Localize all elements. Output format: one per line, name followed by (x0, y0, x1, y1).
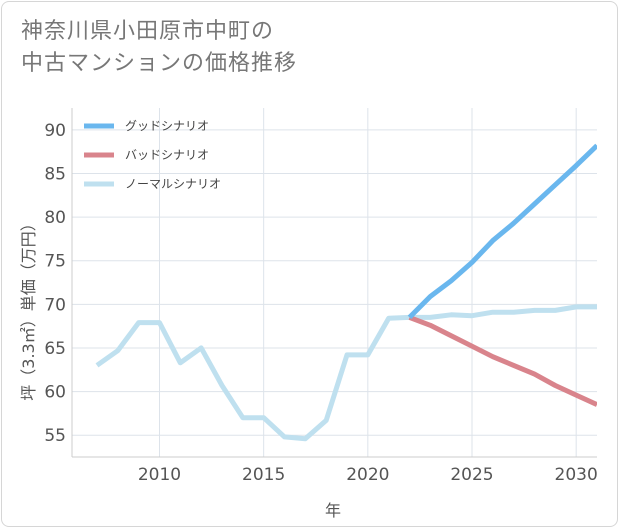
grid-lines (72, 108, 597, 457)
legend-label-normal: ノーマルシナリオ (125, 177, 221, 191)
series-line-bad (408, 315, 597, 407)
series-line-normal (95, 304, 597, 442)
x-axis-ticks: 2010 2015 2020 2025 2030 (138, 465, 598, 485)
data-series (95, 143, 597, 442)
y-tick-label: 55 (44, 426, 66, 446)
y-axis-ticks: 55 60 65 70 75 80 85 90 (44, 121, 66, 446)
chart-title-line-2: 中古マンションの価格推移 (21, 51, 298, 76)
x-tick-label: 2020 (346, 465, 389, 485)
y-tick-label: 80 (44, 208, 66, 228)
series-line-good (407, 143, 597, 320)
y-tick-label: 60 (44, 383, 66, 403)
chart-title-line-1: 神奈川県小田原市中町の (21, 19, 275, 44)
x-tick-label: 2015 (242, 465, 285, 485)
legend-label-good: グッドシナリオ (125, 119, 209, 133)
y-axis-label: 坪（3.3㎡）単価（万円） (19, 215, 38, 400)
chart-title: 神奈川県小田原市中町の 中古マンションの価格推移 (21, 16, 297, 80)
y-tick-label: 70 (44, 295, 66, 315)
x-axis-label: 年 (325, 501, 341, 520)
x-tick-label: 2030 (555, 465, 598, 485)
x-tick-label: 2025 (450, 465, 493, 485)
legend-label-bad: バッドシナリオ (125, 148, 209, 162)
y-tick-label: 85 (44, 164, 66, 184)
y-tick-label: 65 (44, 339, 66, 359)
y-tick-label: 75 (44, 252, 66, 272)
plot-area (71, 108, 597, 458)
x-tick-label: 2010 (138, 465, 181, 485)
y-tick-label: 90 (44, 121, 66, 141)
